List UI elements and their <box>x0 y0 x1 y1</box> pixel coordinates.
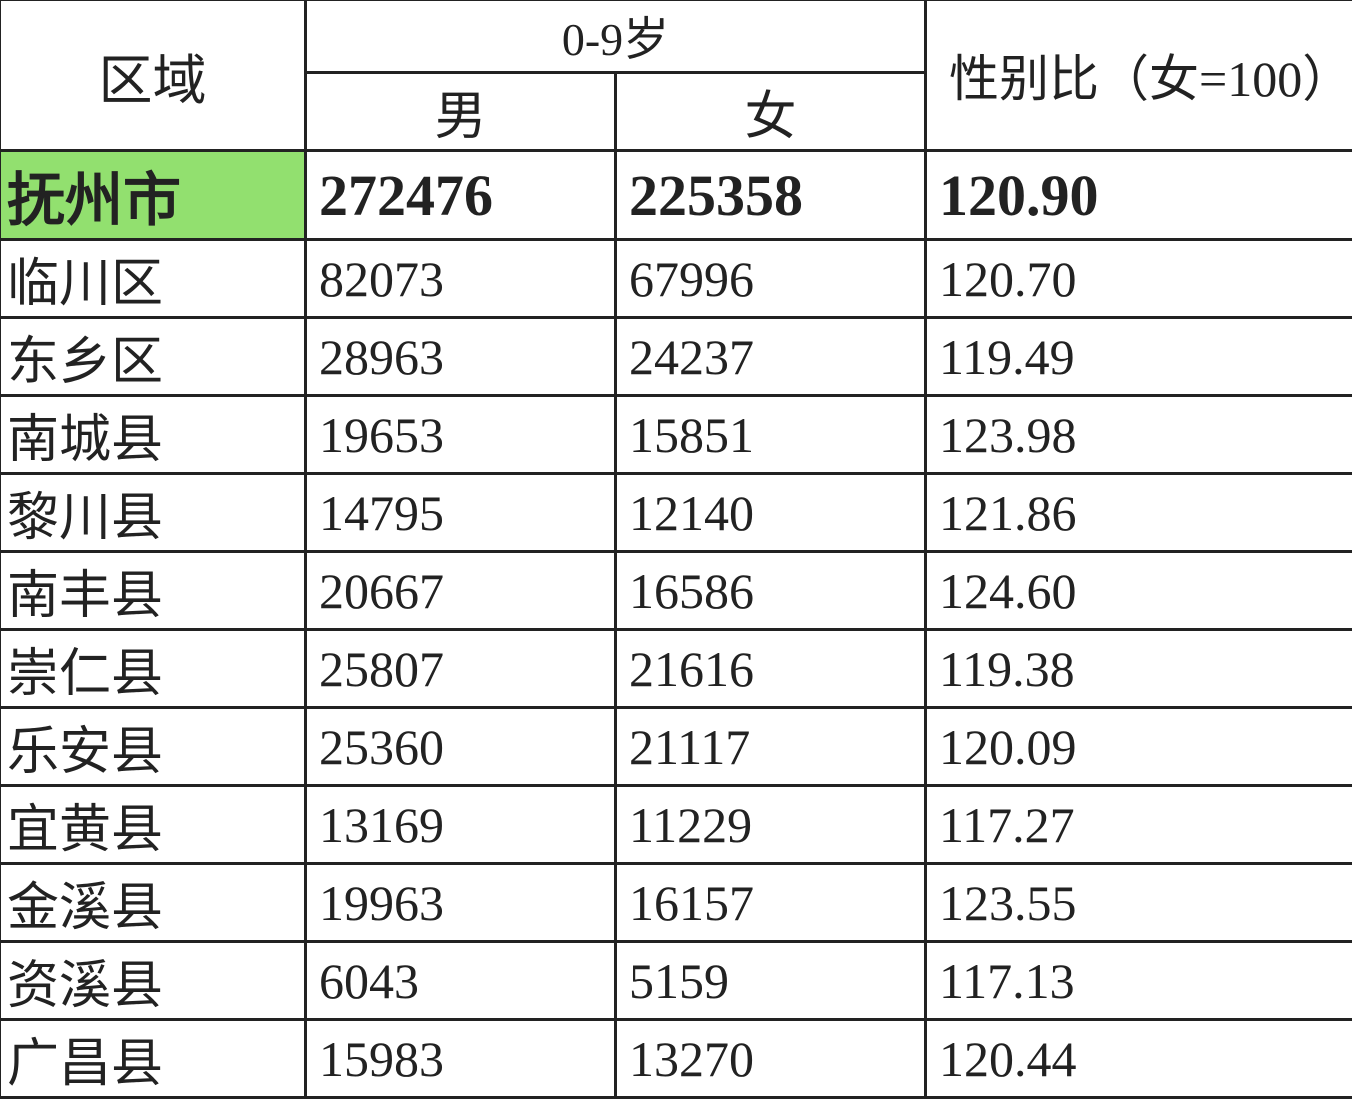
ratio-cell: 120.09 <box>924 706 1352 787</box>
female-cell: 21616 <box>613 628 928 709</box>
male-cell: 28963 <box>304 316 617 397</box>
ratio-cell: 120.70 <box>924 238 1352 319</box>
header-age-group: 0-9岁 <box>303 0 928 74</box>
ratio-cell: 123.98 <box>924 394 1352 475</box>
table-row: 南丰县 20667 16586 124.60 <box>0 550 1352 631</box>
table-row: 广昌县 15983 13270 120.44 <box>0 1018 1352 1099</box>
ratio-cell: 117.13 <box>924 940 1352 1021</box>
table-row: 东乡区 28963 24237 119.49 <box>0 316 1352 397</box>
female-cell: 24237 <box>613 316 928 397</box>
ratio-cell: 123.55 <box>924 862 1352 943</box>
region-cell: 广昌县 <box>0 1018 307 1099</box>
ratio-cell: 120.44 <box>924 1018 1352 1099</box>
male-cell: 13169 <box>304 784 617 865</box>
table-row: 宜黄县 13169 11229 117.27 <box>0 784 1352 865</box>
total-ratio: 120.90 <box>924 149 1352 241</box>
male-cell: 19963 <box>304 862 617 943</box>
table-row: 资溪县 6043 5159 117.13 <box>0 940 1352 1021</box>
total-male: 272476 <box>304 149 617 241</box>
region-cell: 东乡区 <box>0 316 307 397</box>
male-cell: 82073 <box>304 238 617 319</box>
ratio-cell: 124.60 <box>924 550 1352 631</box>
female-cell: 13270 <box>613 1018 928 1099</box>
male-cell: 6043 <box>304 940 617 1021</box>
male-cell: 19653 <box>304 394 617 475</box>
female-cell: 15851 <box>613 394 928 475</box>
header-female: 女 <box>613 71 928 152</box>
female-cell: 16586 <box>613 550 928 631</box>
ratio-cell: 121.86 <box>924 472 1352 553</box>
region-cell: 乐安县 <box>0 706 307 787</box>
region-cell: 南城县 <box>0 394 307 475</box>
table-row: 崇仁县 25807 21616 119.38 <box>0 628 1352 709</box>
male-cell: 20667 <box>304 550 617 631</box>
ratio-cell: 119.49 <box>924 316 1352 397</box>
female-cell: 67996 <box>613 238 928 319</box>
table-row: 临川区 82073 67996 120.70 <box>0 238 1352 319</box>
header-sex-ratio: 性别比（女=100） <box>924 0 1352 152</box>
region-cell: 宜黄县 <box>0 784 307 865</box>
header-male: 男 <box>304 71 617 152</box>
region-cell: 金溪县 <box>0 862 307 943</box>
region-cell: 南丰县 <box>0 550 307 631</box>
header-row-2: 男 女 <box>0 71 1352 152</box>
male-cell: 25807 <box>304 628 617 709</box>
region-cell: 资溪县 <box>0 940 307 1021</box>
total-region: 抚州市 <box>0 149 307 241</box>
female-cell: 16157 <box>613 862 928 943</box>
male-cell: 15983 <box>304 1018 617 1099</box>
female-cell: 21117 <box>613 706 928 787</box>
female-cell: 12140 <box>613 472 928 553</box>
male-cell: 14795 <box>304 472 617 553</box>
header-row-1: 区域 0-9岁 性别比（女=100） <box>0 0 1352 152</box>
table-row: 金溪县 19963 16157 123.55 <box>0 862 1352 943</box>
header-region: 区域 <box>0 0 307 152</box>
male-cell: 25360 <box>304 706 617 787</box>
region-cell: 临川区 <box>0 238 307 319</box>
region-cell: 黎川县 <box>0 472 307 553</box>
table-row: 黎川县 14795 12140 121.86 <box>0 472 1352 553</box>
female-cell: 11229 <box>613 784 928 865</box>
table-row: 乐安县 25360 21117 120.09 <box>0 706 1352 787</box>
total-row: 抚州市 272476 225358 120.90 <box>0 149 1352 241</box>
table-row: 南城县 19653 15851 123.98 <box>0 394 1352 475</box>
ratio-cell: 117.27 <box>924 784 1352 865</box>
total-female: 225358 <box>613 149 928 241</box>
female-cell: 5159 <box>613 940 928 1021</box>
ratio-cell: 119.38 <box>924 628 1352 709</box>
region-cell: 崇仁县 <box>0 628 307 709</box>
